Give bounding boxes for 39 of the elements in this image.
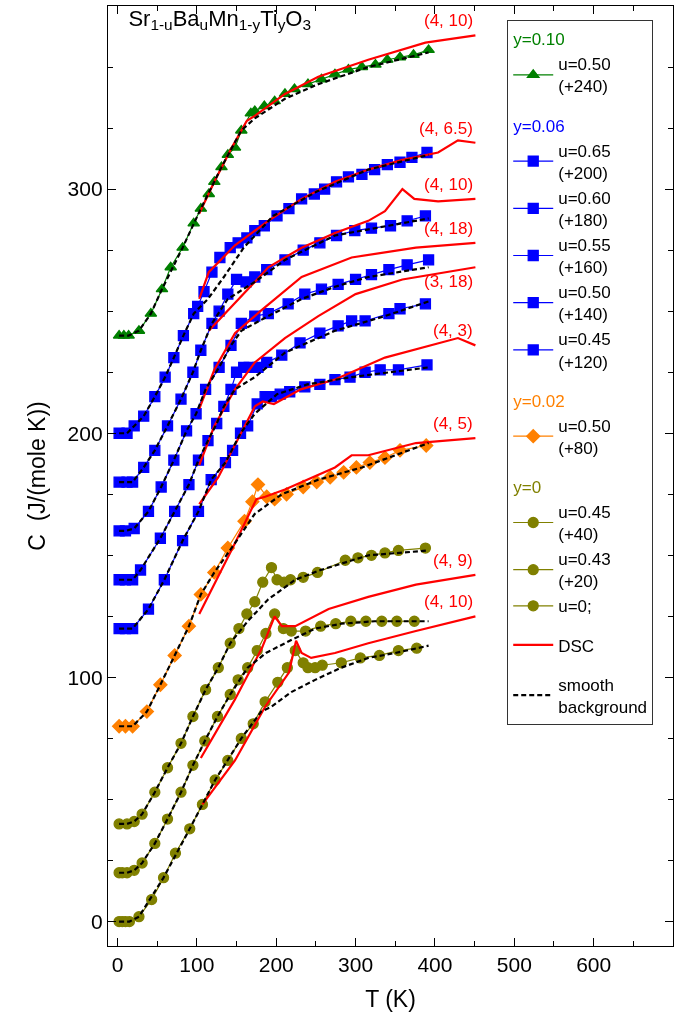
y-tick-label: 200 [67, 421, 103, 445]
x-tick-label: 300 [338, 953, 374, 977]
annotation: (4, 18) [424, 219, 474, 238]
annotation: (4, 10) [424, 11, 474, 30]
y-tick-label: 0 [90, 909, 103, 933]
y-axis-title: C (J/(mole K)) [24, 401, 51, 551]
legend-label: DSC [558, 636, 595, 656]
chart-title: Sr$_{1-u}$Ba$_{u}$Mn$_{1-y}$Ti$_{y}$O$_{3}$ [128, 5, 312, 34]
legend-label: u=0.43 (+20) [558, 550, 611, 592]
x-tick-label: 500 [496, 953, 532, 977]
x-tick-label: 400 [417, 953, 453, 977]
legend-label: u=0; [558, 597, 592, 617]
legend-label: u=0.65 (+200) [558, 141, 611, 183]
annotation: (3, 18) [424, 272, 474, 291]
annotation: (4, 10) [424, 592, 474, 611]
y-tick-label: 300 [67, 177, 103, 201]
annotation: (4, 10) [424, 175, 474, 194]
x-tick-label: 0 [111, 953, 124, 977]
annotation: y=0.06 [513, 116, 565, 136]
annotation: (4, 5) [433, 414, 473, 433]
annotation: y=0.02 [513, 391, 565, 411]
annotation: y=0 [513, 477, 542, 497]
annotation: y=0.10 [513, 30, 565, 50]
legend-label: u=0.50 (+80) [558, 416, 611, 458]
annotation: (4, 9) [433, 551, 473, 570]
legend-label: u=0.50 (+140) [558, 283, 611, 325]
legend-label: u=0.50 (+240) [558, 55, 611, 97]
legend-label: u=0.45 (+40) [558, 503, 611, 545]
legend-label: u=0.60 (+180) [558, 188, 611, 230]
legend-label: u=0.55 (+160) [558, 236, 611, 278]
x-tick-label: 100 [179, 953, 215, 977]
x-axis-title: T (K) [365, 985, 416, 1012]
annotation: (4, 3) [433, 321, 473, 340]
legend-label: u=0.45 (+120) [558, 330, 611, 372]
x-tick-label: 200 [258, 953, 294, 977]
x-tick-label: 600 [576, 953, 612, 977]
legend-label: smooth background [558, 675, 648, 717]
y-tick-label: 100 [67, 665, 103, 689]
annotation: (4, 6.5) [419, 119, 473, 138]
